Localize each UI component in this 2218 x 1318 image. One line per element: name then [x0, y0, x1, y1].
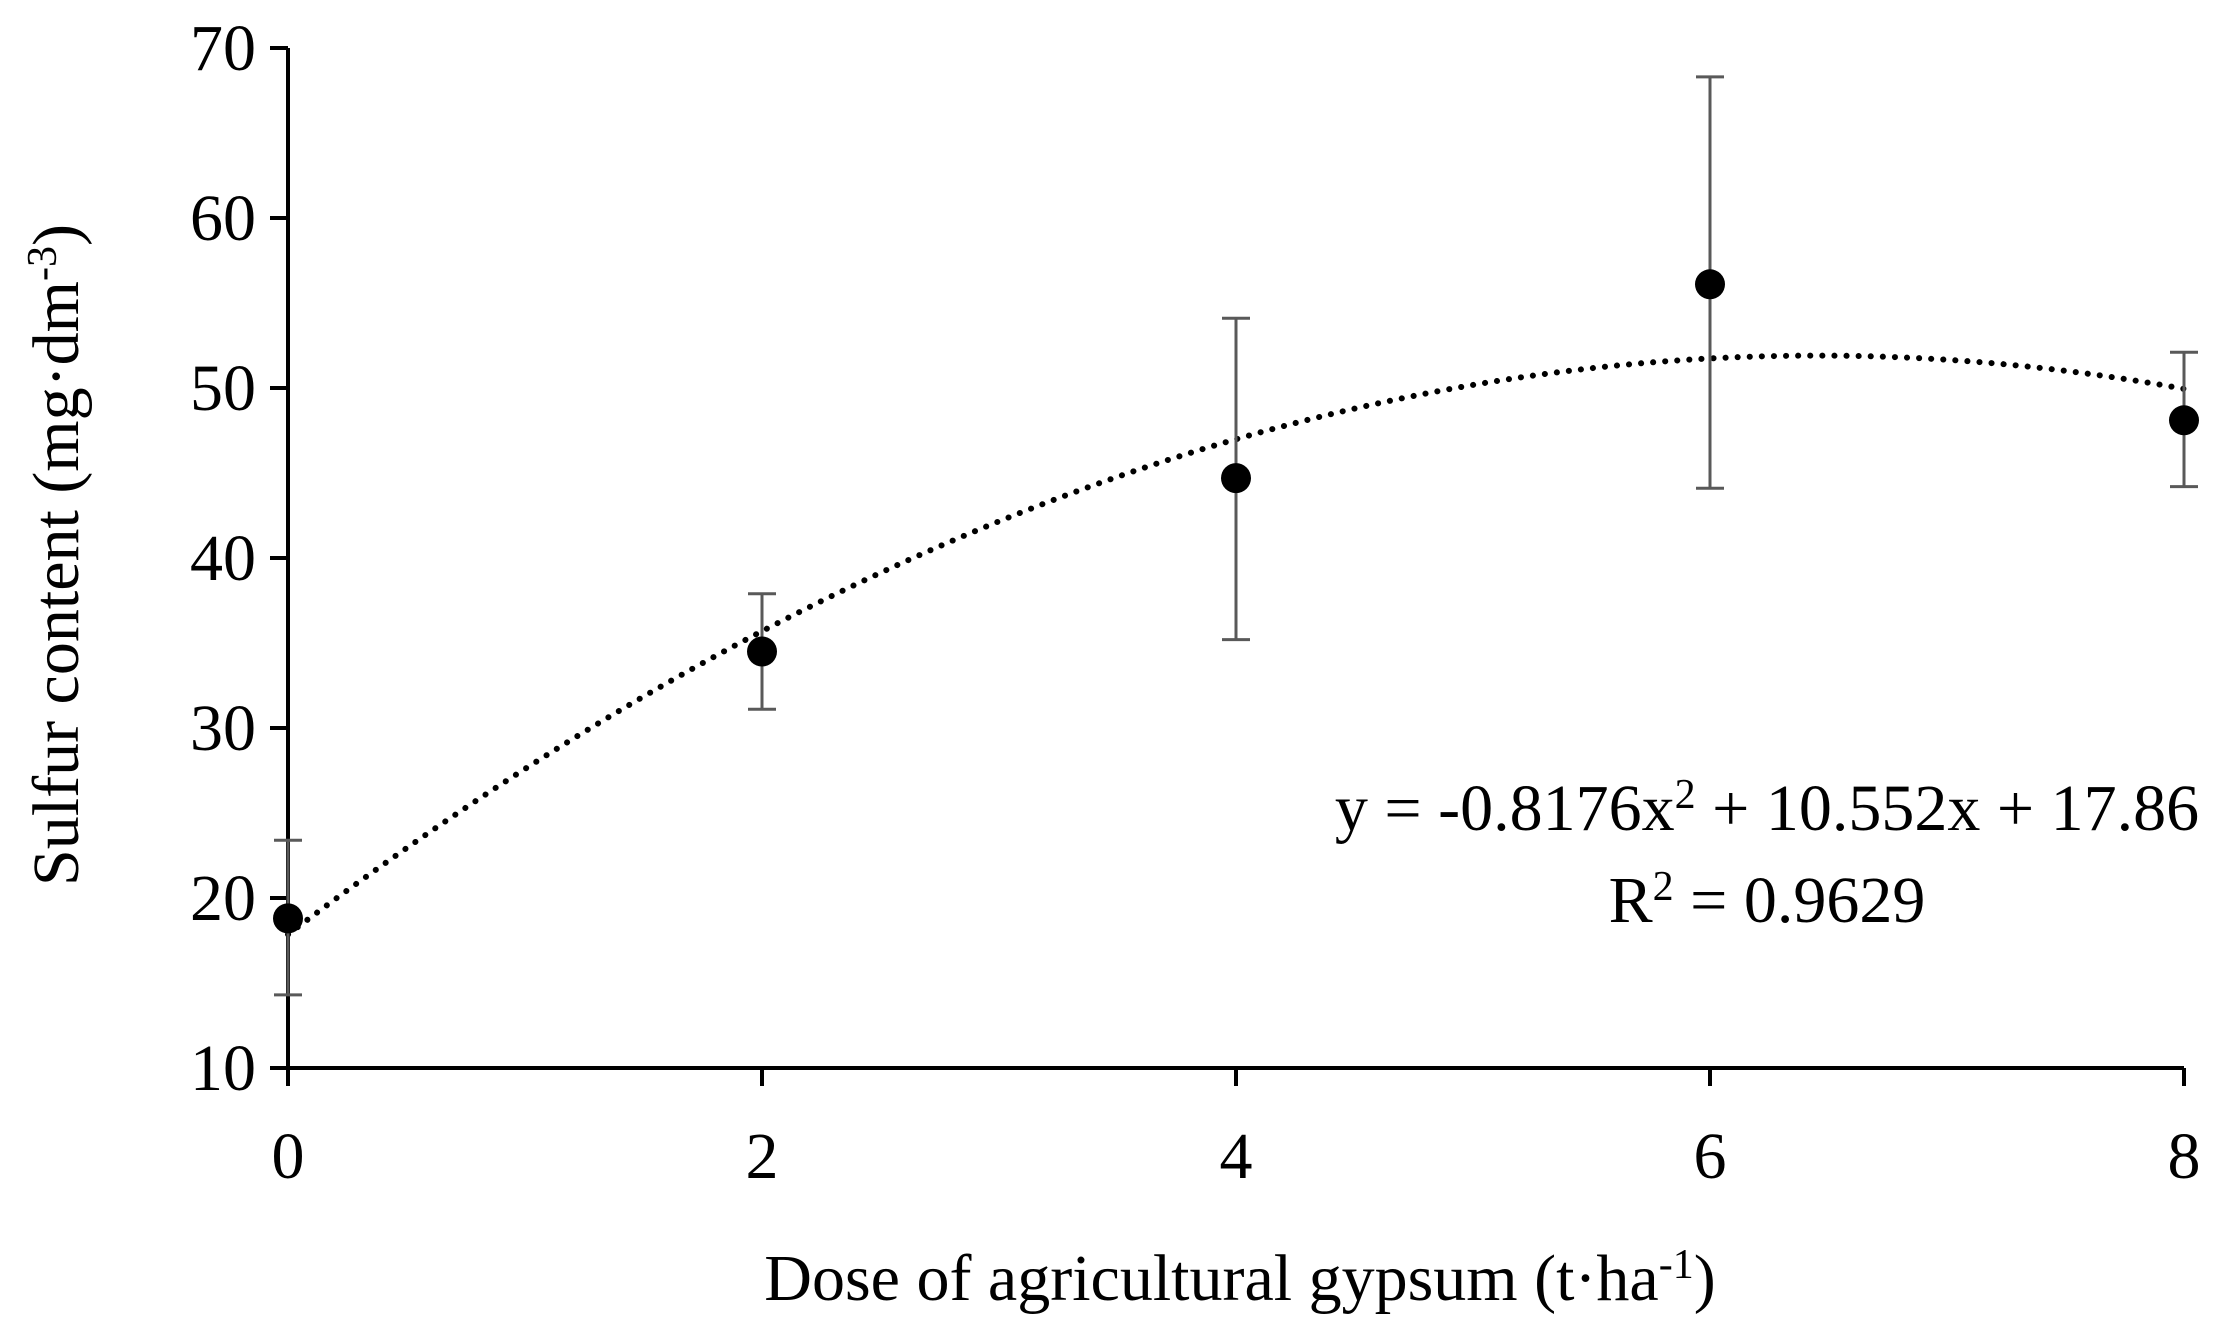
data-points	[273, 269, 2199, 934]
data-point	[1695, 269, 1725, 300]
x-tick-label: 0	[272, 1120, 305, 1193]
y-tick-label: 70	[190, 12, 256, 85]
x-tick-label: 6	[1694, 1120, 1727, 1193]
y-tick-label: 10	[190, 1032, 256, 1105]
data-point	[273, 903, 303, 934]
data-point	[2169, 405, 2199, 436]
data-point	[747, 636, 777, 667]
y-tick-label: 50	[190, 352, 256, 425]
equation-line-2: R2 = 0.9629	[1609, 864, 1926, 937]
y-tick-label: 40	[190, 522, 256, 595]
y-tick-label: 60	[190, 182, 256, 255]
x-tick-label: 4	[1220, 1120, 1253, 1193]
y-ticks: 10 20 30 40 50 60 70	[190, 12, 288, 1105]
y-tick-label: 30	[190, 692, 256, 765]
x-tick-label: 2	[746, 1120, 779, 1193]
data-point	[1221, 463, 1251, 494]
y-axis-title: Sulfur content (mg·dm-3)	[20, 224, 93, 886]
y-tick-label: 20	[190, 862, 256, 935]
x-ticks: 0 2 4 6 8	[272, 1068, 2201, 1193]
x-axis-title: Dose of agricultural gypsum (t·ha-1)	[764, 1242, 1715, 1315]
equation-line-1: y = -0.8176x2 + 10.552x + 17.86	[1335, 772, 2199, 845]
x-tick-label: 8	[2168, 1120, 2201, 1193]
error-bars	[274, 75, 2198, 997]
